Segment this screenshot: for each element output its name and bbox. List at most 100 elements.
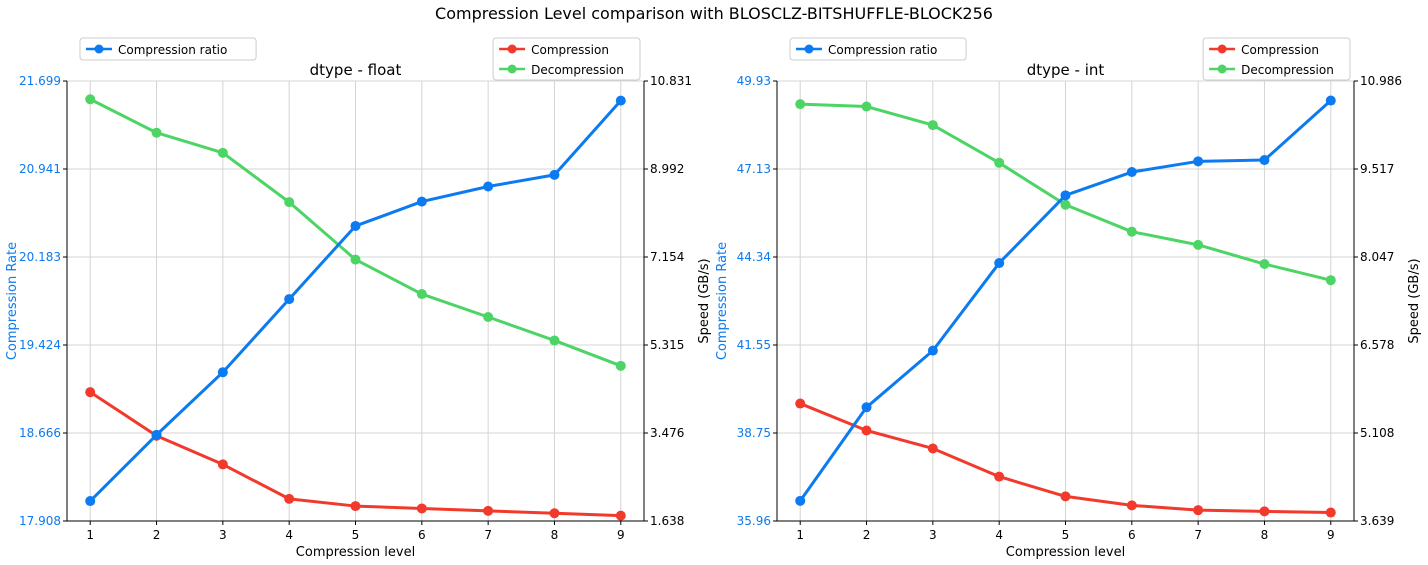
data-point-compression-ratio bbox=[350, 220, 361, 231]
x-tick-label: 1 bbox=[86, 528, 94, 542]
chart-title: dtype - int bbox=[1027, 61, 1105, 79]
data-point-compression bbox=[927, 443, 938, 454]
data-point-decompression bbox=[85, 94, 96, 105]
legend-marker bbox=[507, 44, 517, 54]
data-point-decompression bbox=[1193, 239, 1204, 250]
data-point-compression bbox=[217, 459, 228, 470]
x-tick-label: 9 bbox=[1327, 528, 1335, 542]
x-tick-label: 8 bbox=[1261, 528, 1269, 542]
data-point-decompression bbox=[861, 101, 872, 112]
data-point-compression-ratio bbox=[1193, 156, 1204, 167]
y-left-tick-label: 20.183 bbox=[19, 250, 61, 264]
legend-label: Decompression bbox=[531, 63, 624, 77]
data-point-compression-ratio bbox=[927, 345, 938, 356]
y-left-axis-label: Compression Rate bbox=[715, 242, 730, 360]
data-point-compression-ratio bbox=[615, 95, 626, 106]
x-tick-label: 6 bbox=[418, 528, 426, 542]
data-point-compression bbox=[284, 493, 295, 504]
legend-label: Compression bbox=[531, 43, 609, 57]
x-axis-label: Compression level bbox=[296, 545, 415, 560]
legend-marker bbox=[804, 44, 814, 54]
y-left-tick-label: 41.55 bbox=[737, 338, 771, 352]
legend-marker bbox=[94, 44, 104, 54]
data-point-compression-ratio bbox=[549, 169, 560, 180]
data-point-compression-ratio bbox=[1060, 190, 1071, 201]
x-tick-label: 3 bbox=[929, 528, 937, 542]
data-point-compression bbox=[1325, 507, 1336, 518]
y-right-tick-label: 8.047 bbox=[1360, 250, 1394, 264]
y-right-tick-label: 5.108 bbox=[1360, 426, 1394, 440]
x-tick-label: 9 bbox=[617, 528, 625, 542]
data-point-decompression bbox=[284, 197, 295, 208]
legend-box bbox=[79, 37, 257, 61]
data-point-compression-ratio bbox=[994, 258, 1005, 269]
data-point-compression-ratio bbox=[284, 294, 295, 305]
legend-label: Compression bbox=[1241, 43, 1319, 57]
y-left-tick-label: 47.13 bbox=[737, 162, 771, 176]
data-point-decompression bbox=[217, 147, 228, 158]
y-left-tick-label: 20.941 bbox=[19, 162, 61, 176]
x-tick-label: 5 bbox=[1062, 528, 1070, 542]
y-right-tick-label: 7.154 bbox=[650, 250, 684, 264]
legend-box bbox=[492, 37, 641, 81]
x-tick-label: 8 bbox=[551, 528, 559, 542]
data-point-decompression bbox=[416, 289, 427, 300]
x-tick-label: 7 bbox=[484, 528, 492, 542]
y-right-tick-label: 10.986 bbox=[1360, 74, 1402, 88]
chart-panel-2: 1 2 3 4 5 6 7 8 9 35.96 38.75 41.55 44.34 47.13 49.93 3… bbox=[715, 37, 1422, 560]
data-point-decompression bbox=[1060, 199, 1071, 210]
chart-panel-1: 1 2 3 4 5 6 7 8 9 17.908 18.666 19.424 20.183 20.941 2… bbox=[5, 37, 712, 560]
y-left-tick-label: 18.666 bbox=[19, 426, 61, 440]
legend-marker bbox=[507, 64, 517, 74]
data-point-compression-ratio bbox=[861, 402, 872, 413]
legend-box bbox=[1202, 37, 1351, 81]
y-right-tick-label: 10.831 bbox=[650, 74, 692, 88]
x-tick-label: 1 bbox=[796, 528, 804, 542]
y-right-tick-label: 5.315 bbox=[650, 338, 684, 352]
legend-ratio: Compression ratio bbox=[789, 37, 967, 61]
y-left-tick-label: 38.75 bbox=[737, 426, 771, 440]
y-left-tick-label: 21.699 bbox=[19, 74, 61, 88]
y-right-axis-label: Speed (GB/s) bbox=[697, 258, 712, 343]
data-point-compression bbox=[994, 471, 1005, 482]
data-point-compression bbox=[1126, 500, 1137, 511]
data-point-decompression bbox=[483, 312, 494, 323]
legend-label: Compression ratio bbox=[828, 43, 937, 57]
data-point-decompression bbox=[927, 120, 938, 131]
legend-box bbox=[789, 37, 967, 61]
data-point-compression bbox=[861, 425, 872, 436]
data-point-compression bbox=[483, 505, 494, 516]
y-left-tick-label: 17.908 bbox=[19, 514, 61, 528]
data-point-decompression bbox=[549, 335, 560, 346]
data-point-compression bbox=[795, 398, 806, 409]
y-left-tick-label: 19.424 bbox=[19, 338, 61, 352]
y-left-axis-label: Compression Rate bbox=[5, 242, 20, 360]
x-axis-label: Compression level bbox=[1006, 545, 1125, 560]
data-point-compression-ratio bbox=[483, 181, 494, 192]
legend-speed: Compression Decompression bbox=[1202, 37, 1351, 81]
data-point-decompression bbox=[795, 99, 806, 110]
data-point-decompression bbox=[994, 157, 1005, 168]
figure-title: Compression Level comparison with BLOSCL… bbox=[435, 4, 993, 23]
data-point-compression bbox=[615, 510, 626, 521]
y-right-tick-label: 6.578 bbox=[1360, 338, 1394, 352]
x-tick-label: 2 bbox=[153, 528, 161, 542]
data-point-compression-ratio bbox=[1325, 95, 1336, 106]
data-point-compression bbox=[1259, 506, 1270, 517]
data-point-compression-ratio bbox=[151, 429, 162, 440]
data-point-compression bbox=[549, 508, 560, 519]
x-tick-label: 6 bbox=[1128, 528, 1136, 542]
legend-marker bbox=[1217, 44, 1227, 54]
data-point-compression bbox=[350, 501, 361, 512]
y-right-tick-label: 1.638 bbox=[650, 514, 684, 528]
data-point-decompression bbox=[1259, 259, 1270, 270]
x-tick-label: 3 bbox=[219, 528, 227, 542]
y-right-tick-label: 3.639 bbox=[1360, 514, 1394, 528]
y-left-tick-label: 49.93 bbox=[737, 74, 771, 88]
legend-label: Decompression bbox=[1241, 63, 1334, 77]
data-point-decompression bbox=[1325, 275, 1336, 286]
y-left-tick-label: 44.34 bbox=[737, 250, 771, 264]
data-point-decompression bbox=[350, 254, 361, 265]
y-right-tick-label: 9.517 bbox=[1360, 162, 1394, 176]
